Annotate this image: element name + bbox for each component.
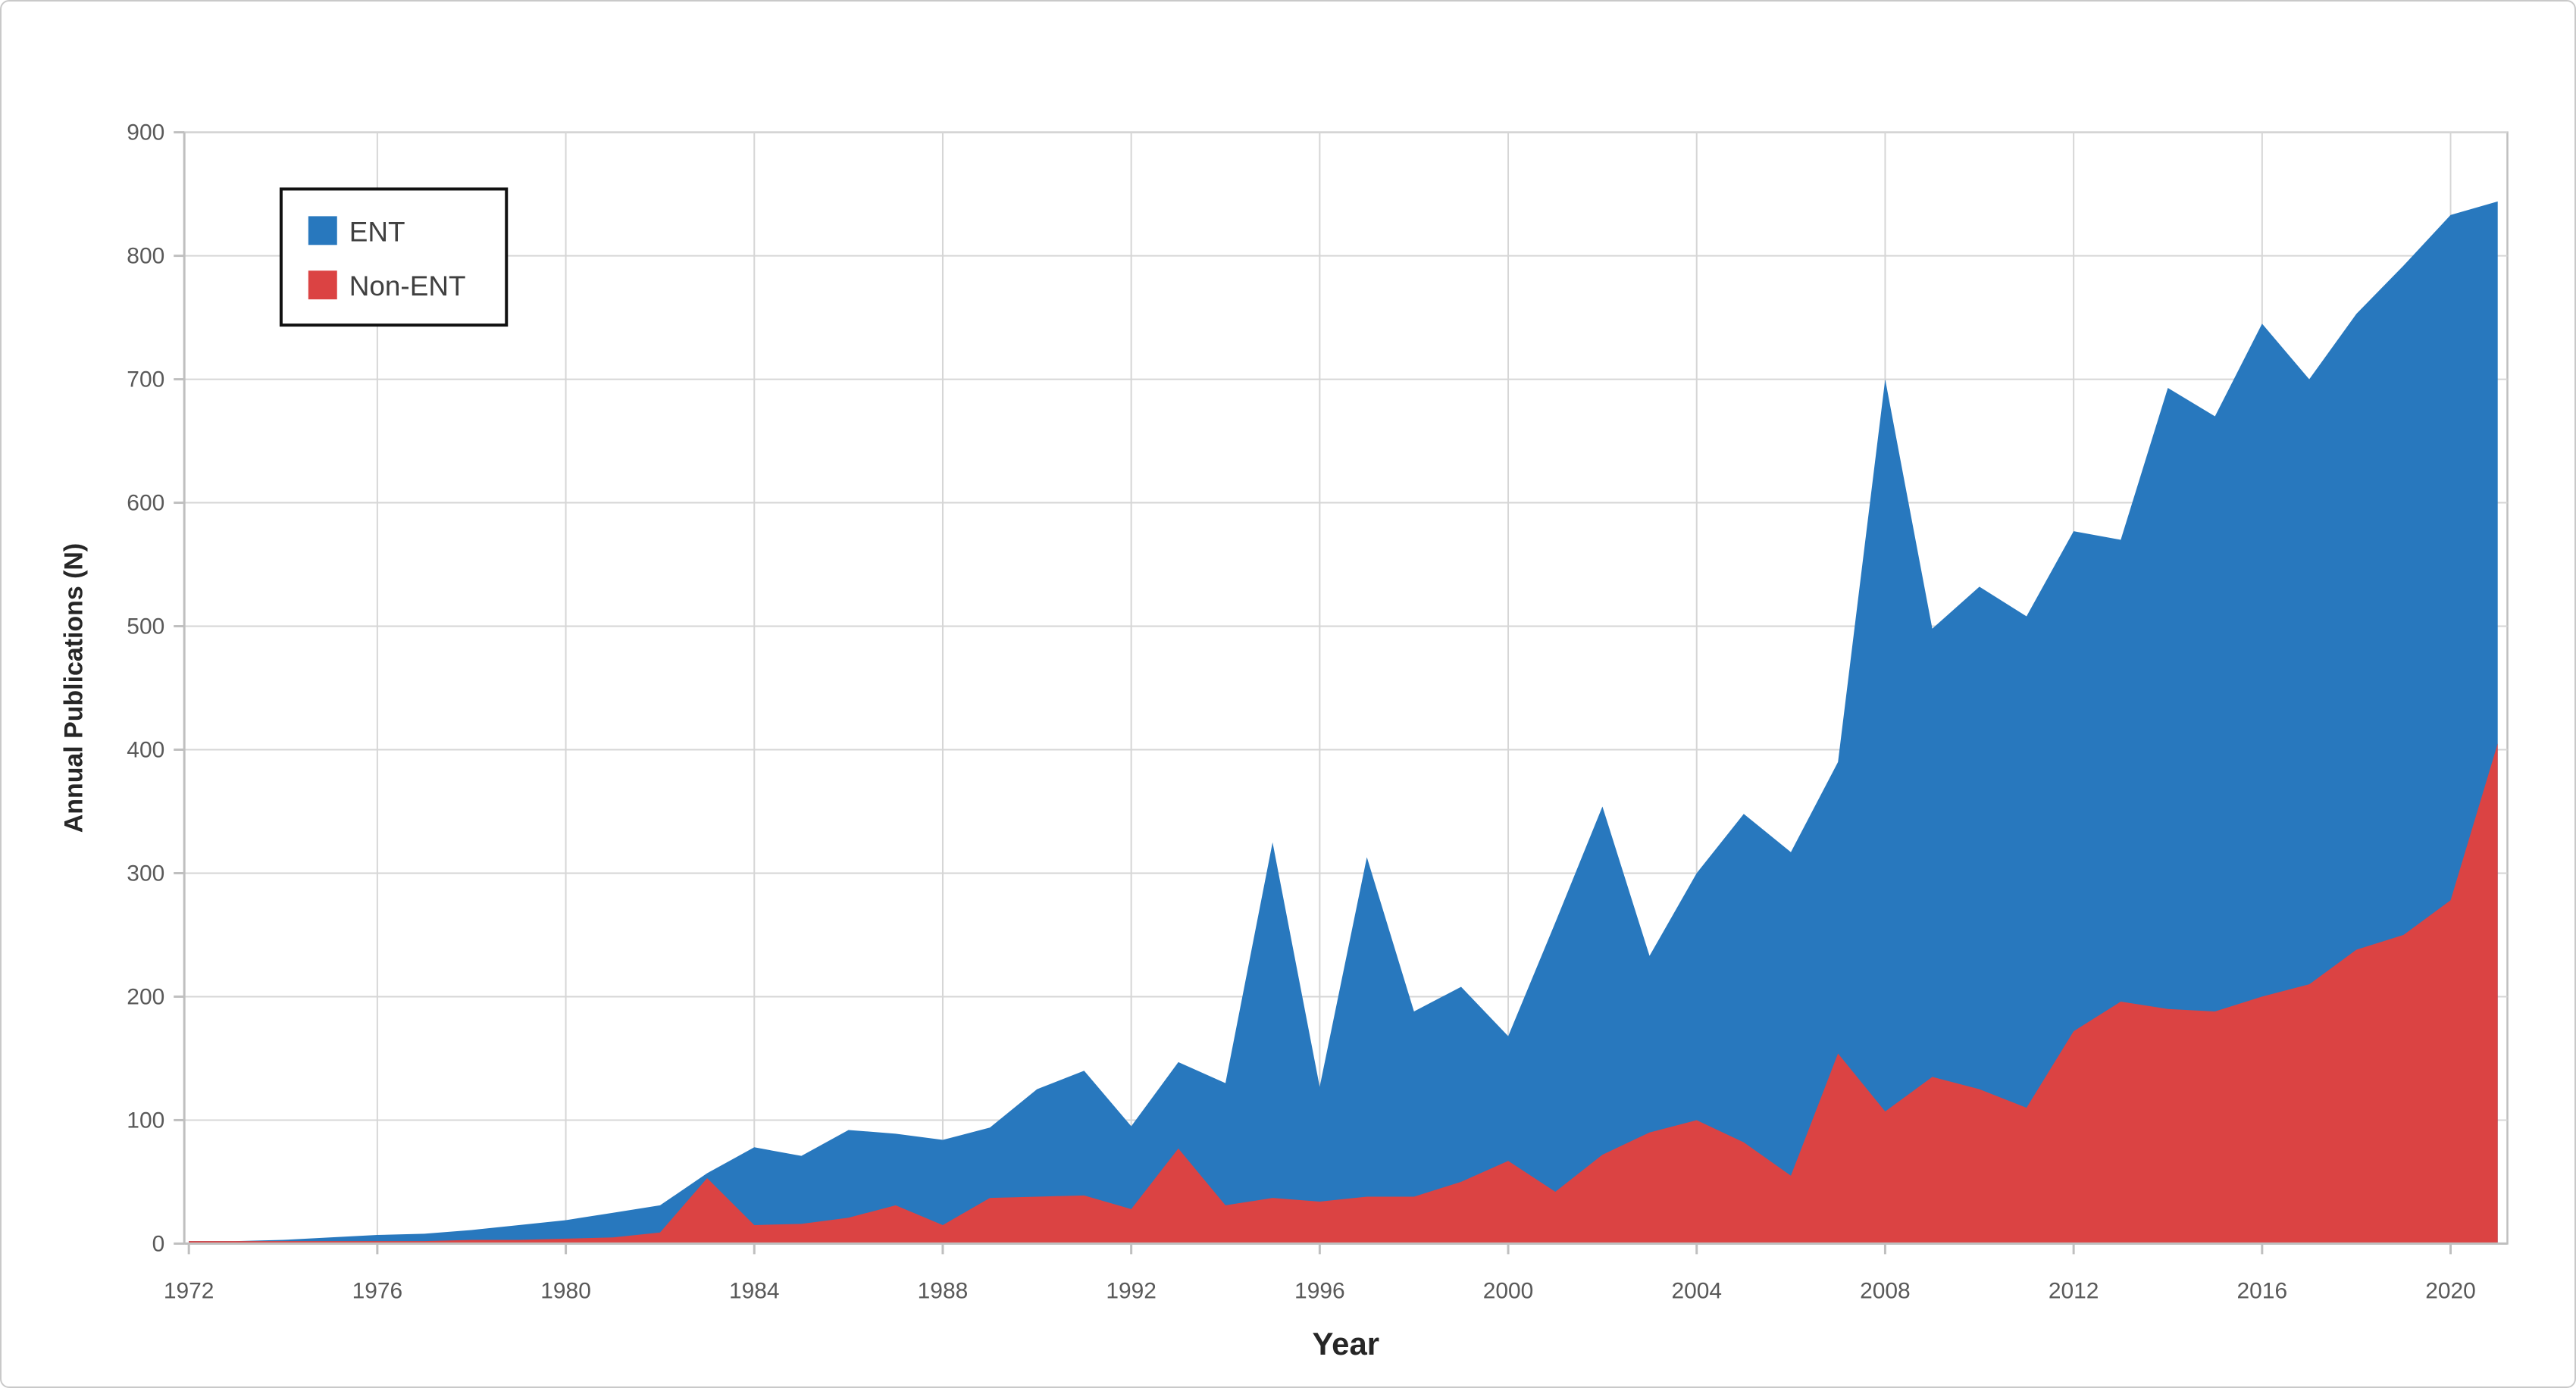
legend-box	[279, 187, 509, 327]
y-tick-label-400: 400	[127, 737, 164, 762]
y-tick-label-500: 500	[127, 614, 164, 639]
x-tick-label-2000: 2000	[1483, 1278, 1534, 1303]
x-tick-label-2020: 2020	[2425, 1278, 2476, 1303]
x-tick-label-1980: 1980	[540, 1278, 591, 1303]
y-axis-title: Annual Publications (N)	[59, 543, 88, 833]
x-tick-label-2012: 2012	[2049, 1278, 2099, 1303]
y-tick-label-200: 200	[127, 984, 164, 1009]
non-ent-legend-swatch-icon	[308, 270, 337, 300]
legend: ENT Non-ENT	[279, 187, 509, 327]
y-tick-label-800: 800	[127, 244, 164, 269]
data-areas	[189, 201, 2498, 1244]
x-tick-label-1992: 1992	[1106, 1278, 1157, 1303]
x-tick-label-1984: 1984	[729, 1278, 780, 1303]
x-axis-title: Year	[1313, 1326, 1380, 1361]
y-tick-label-300: 300	[127, 861, 164, 886]
non-ent-legend-label: Non-ENT	[349, 270, 466, 302]
ent-legend-label: ENT	[349, 216, 405, 247]
x-tick-label-2016: 2016	[2237, 1278, 2288, 1303]
axis-tick-labels: 0 100 200 300 400 500 600 700 800 900 1972 1976 1980…	[127, 120, 2476, 1304]
x-tick-label-1996: 1996	[1294, 1278, 1345, 1303]
x-tick-label-2008: 2008	[1860, 1278, 1911, 1303]
y-tick-label-0: 0	[152, 1231, 165, 1256]
ent-legend-swatch-icon	[308, 216, 337, 245]
non-ent-area	[189, 743, 2498, 1244]
x-tick-label-1988: 1988	[918, 1278, 969, 1303]
y-tick-label-700: 700	[127, 367, 164, 392]
y-tick-label-600: 600	[127, 491, 164, 516]
ent-area	[189, 201, 2498, 1244]
x-tick-label-1972: 1972	[164, 1278, 214, 1303]
x-tick-label-1976: 1976	[352, 1278, 403, 1303]
y-tick-label-900: 900	[127, 120, 164, 145]
x-tick-label-2004: 2004	[1671, 1278, 1722, 1303]
y-tick-label-100: 100	[127, 1108, 164, 1133]
axis-ticks	[174, 131, 2452, 1255]
